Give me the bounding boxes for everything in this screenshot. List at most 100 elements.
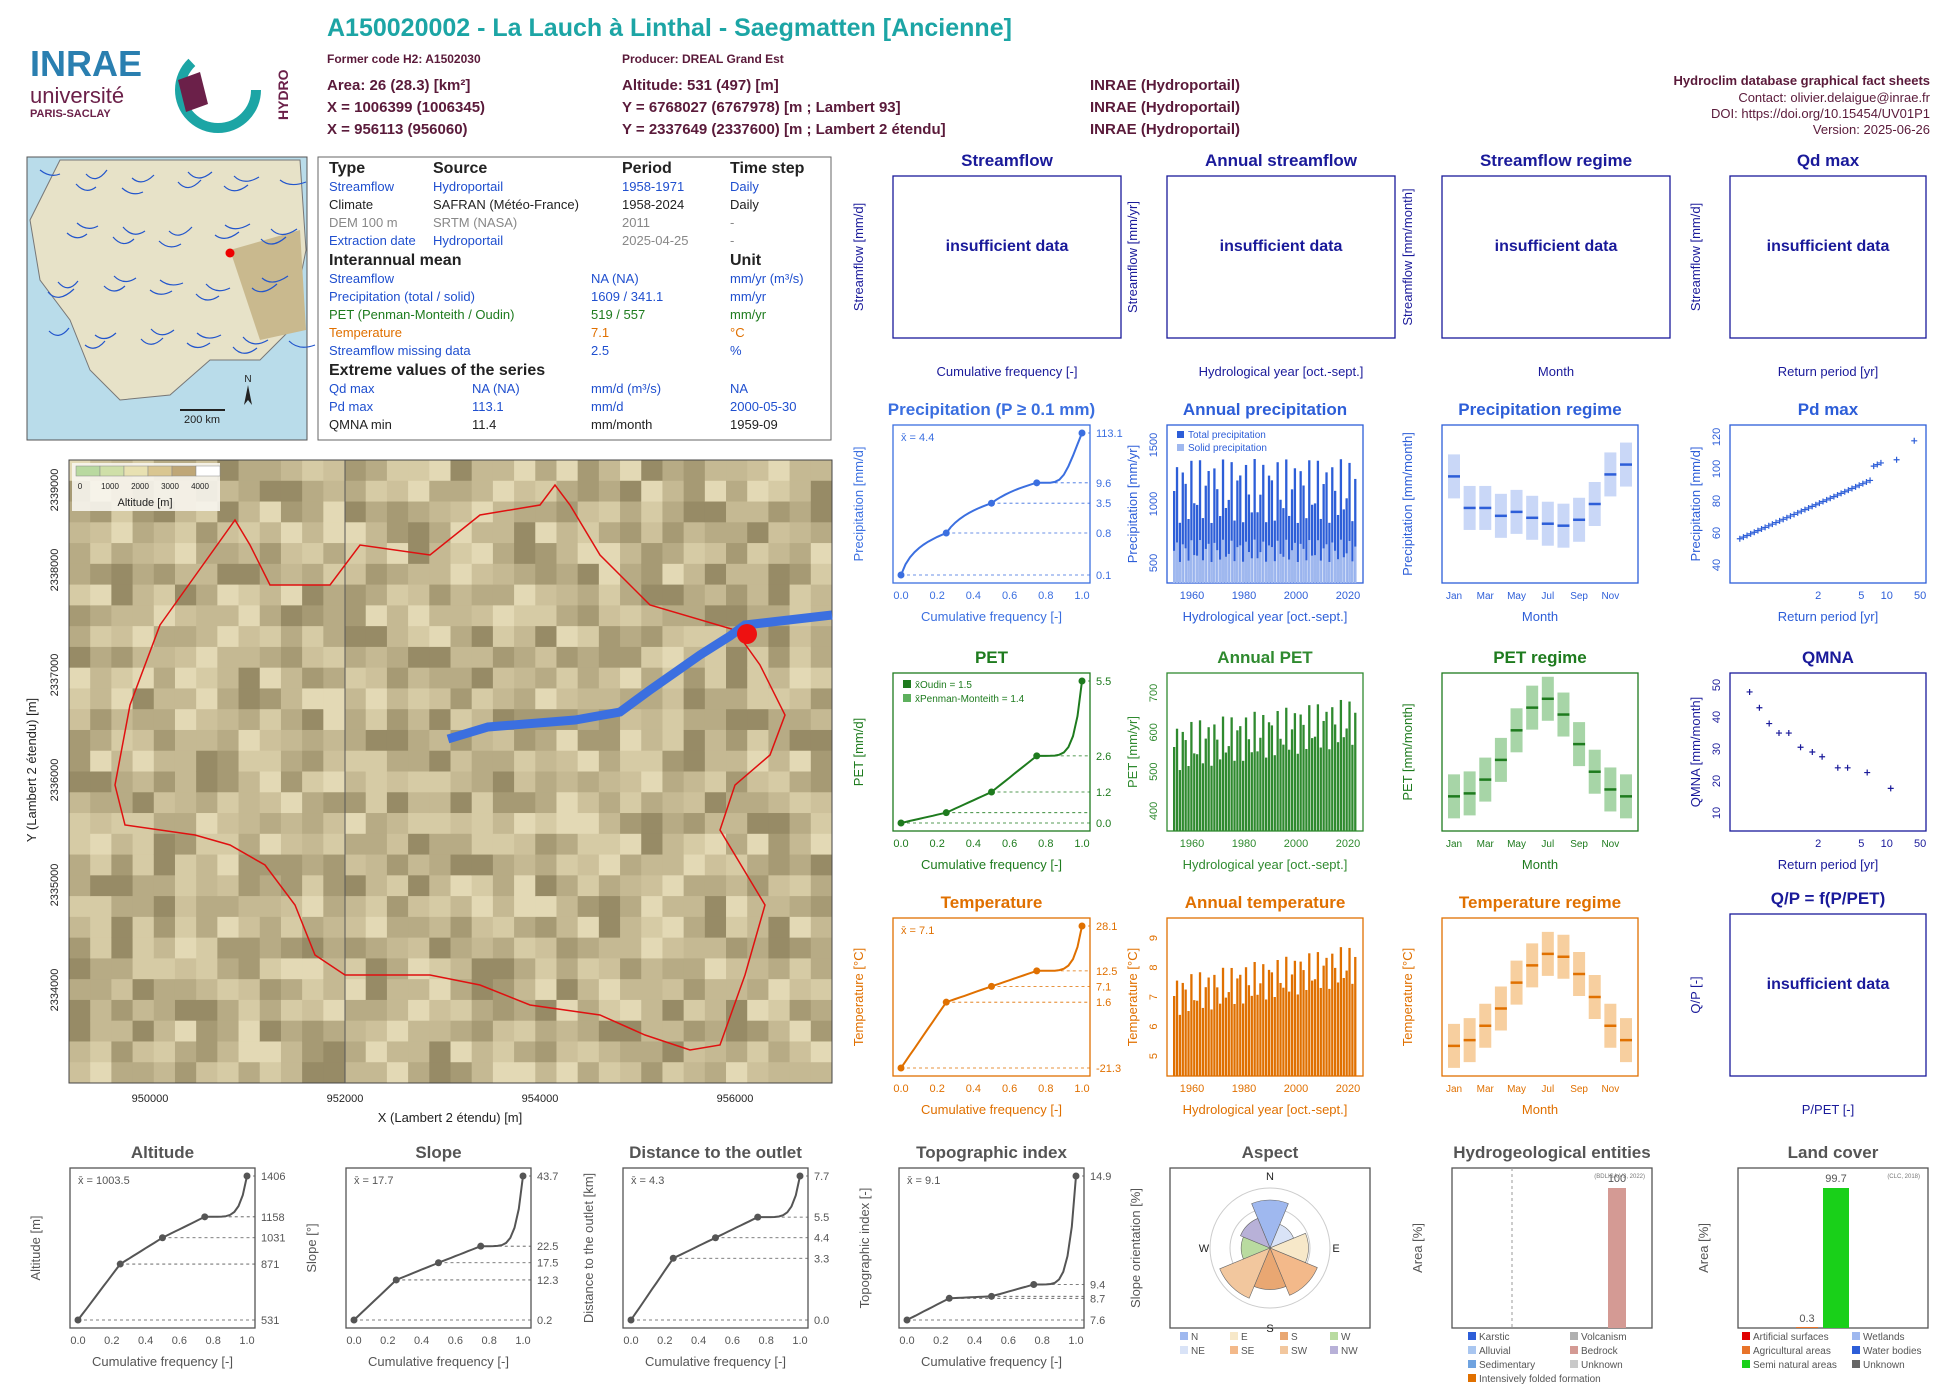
solid-bar	[1267, 545, 1271, 583]
terrain-cell	[598, 813, 621, 835]
plot-area	[892, 917, 1091, 1077]
terrain-cell	[471, 1062, 494, 1084]
terrain-cell	[683, 1062, 706, 1084]
annual-bar	[1219, 1003, 1222, 1076]
terrain-cell	[280, 667, 303, 689]
legend-swatch	[1177, 444, 1184, 451]
terrain-cell	[217, 667, 240, 689]
terrain-cell	[302, 688, 324, 710]
terrain-cell	[450, 937, 473, 959]
terrain-cell	[174, 646, 197, 669]
terrain-cell	[598, 729, 621, 752]
terrain-cell	[69, 854, 91, 876]
terrain-cell	[69, 1020, 91, 1042]
terrain-cell	[535, 1020, 557, 1042]
terrain-cell	[556, 1062, 579, 1084]
data-point	[1820, 498, 1827, 505]
terrain-cell	[768, 584, 791, 606]
y-tick: 50	[1711, 679, 1723, 691]
terrain-cell	[302, 626, 324, 648]
terrain-cell	[492, 979, 515, 1001]
terrain-cell	[280, 813, 303, 835]
annual-bar	[1256, 512, 1259, 583]
terrain-cell	[704, 958, 727, 980]
terrain-cell	[747, 480, 769, 503]
terrain-cell	[344, 1041, 367, 1063]
y-tick: 5	[1148, 1053, 1160, 1059]
terrain-cell	[408, 1041, 430, 1063]
terrain-cell	[683, 563, 706, 586]
x-tick: 0.6	[448, 1335, 463, 1347]
terrain-cell	[196, 875, 218, 897]
y-axis-label: Temperature [°C]	[1125, 948, 1140, 1046]
terrain-cell	[259, 646, 282, 669]
terrain-cell	[238, 563, 261, 586]
terrain-cell	[471, 543, 494, 565]
terrain-cell	[620, 813, 642, 835]
quantile-label: 7.7	[814, 1171, 829, 1183]
terrain-cell	[196, 563, 218, 586]
terrain-cell	[280, 979, 303, 1001]
terrain-cell	[810, 709, 833, 731]
annual-bar	[1293, 468, 1297, 583]
river	[48, 327, 70, 336]
x-tick: Mar	[1477, 591, 1495, 602]
terrain-cell	[429, 999, 451, 1022]
data-point	[1798, 508, 1805, 515]
altitude: Altitude: 531 (497) [m]	[622, 77, 779, 94]
x-tick: May	[1507, 591, 1526, 602]
terrain-cell	[747, 750, 769, 772]
terrain-cell	[90, 522, 112, 544]
river	[94, 332, 117, 340]
terrain-cell	[238, 896, 261, 918]
terrain-cell	[641, 1062, 663, 1084]
terrain-cell	[704, 522, 727, 544]
terrain-cell	[280, 1041, 303, 1063]
terrain-cell	[514, 958, 536, 980]
annual-bar	[1210, 765, 1213, 831]
data-point	[1863, 479, 1870, 486]
legend-swatch	[1468, 1374, 1476, 1382]
terrain-cell	[323, 688, 346, 710]
solid-bar	[1256, 558, 1259, 583]
terrain-cell	[429, 1062, 451, 1084]
legend-tick: 3000	[161, 482, 179, 491]
annual-bar	[1242, 522, 1245, 583]
terrain-cell	[662, 854, 685, 876]
terrain-cell	[111, 750, 134, 772]
legend-label: Unknown	[1863, 1360, 1905, 1371]
quantile-label: 12.5	[1096, 966, 1117, 978]
terrain-cell	[662, 626, 685, 648]
north-label: N	[244, 374, 251, 385]
annual-bar	[1348, 701, 1351, 831]
terrain-cell	[280, 605, 303, 627]
terrain-cell	[174, 563, 197, 586]
legend-swatch	[903, 680, 911, 688]
terrain-cell	[344, 750, 367, 772]
terrain-cell	[683, 792, 706, 814]
terrain-cell	[386, 813, 409, 835]
terrain-cell	[450, 771, 473, 793]
terrain-cell	[238, 501, 261, 523]
terrain-cell	[323, 771, 346, 793]
terrain-cell	[174, 1062, 197, 1084]
y-axis-label: Streamflow [mm/d]	[1688, 203, 1703, 311]
legend-swatch	[903, 694, 911, 702]
terrain-cell	[598, 792, 621, 814]
y-l2: Y = 2337649 (2337600) [m ; Lambert 2 éte…	[622, 121, 946, 138]
terrain-cell	[238, 480, 261, 503]
terrain-cell	[323, 501, 346, 523]
annual-bar	[1216, 489, 1219, 583]
terrain-cell	[69, 522, 91, 544]
annual-bar	[1325, 472, 1328, 583]
terrain-cell	[196, 709, 218, 731]
terrain-cell	[514, 875, 536, 897]
terrain-cell	[344, 937, 367, 959]
terrain-cell	[153, 750, 176, 772]
x-tick: 1.0	[1068, 1335, 1083, 1347]
terrain-cell	[429, 667, 451, 689]
terrain-cell	[556, 563, 579, 586]
terrain-cell	[556, 771, 579, 793]
terrain-cell	[810, 646, 833, 669]
